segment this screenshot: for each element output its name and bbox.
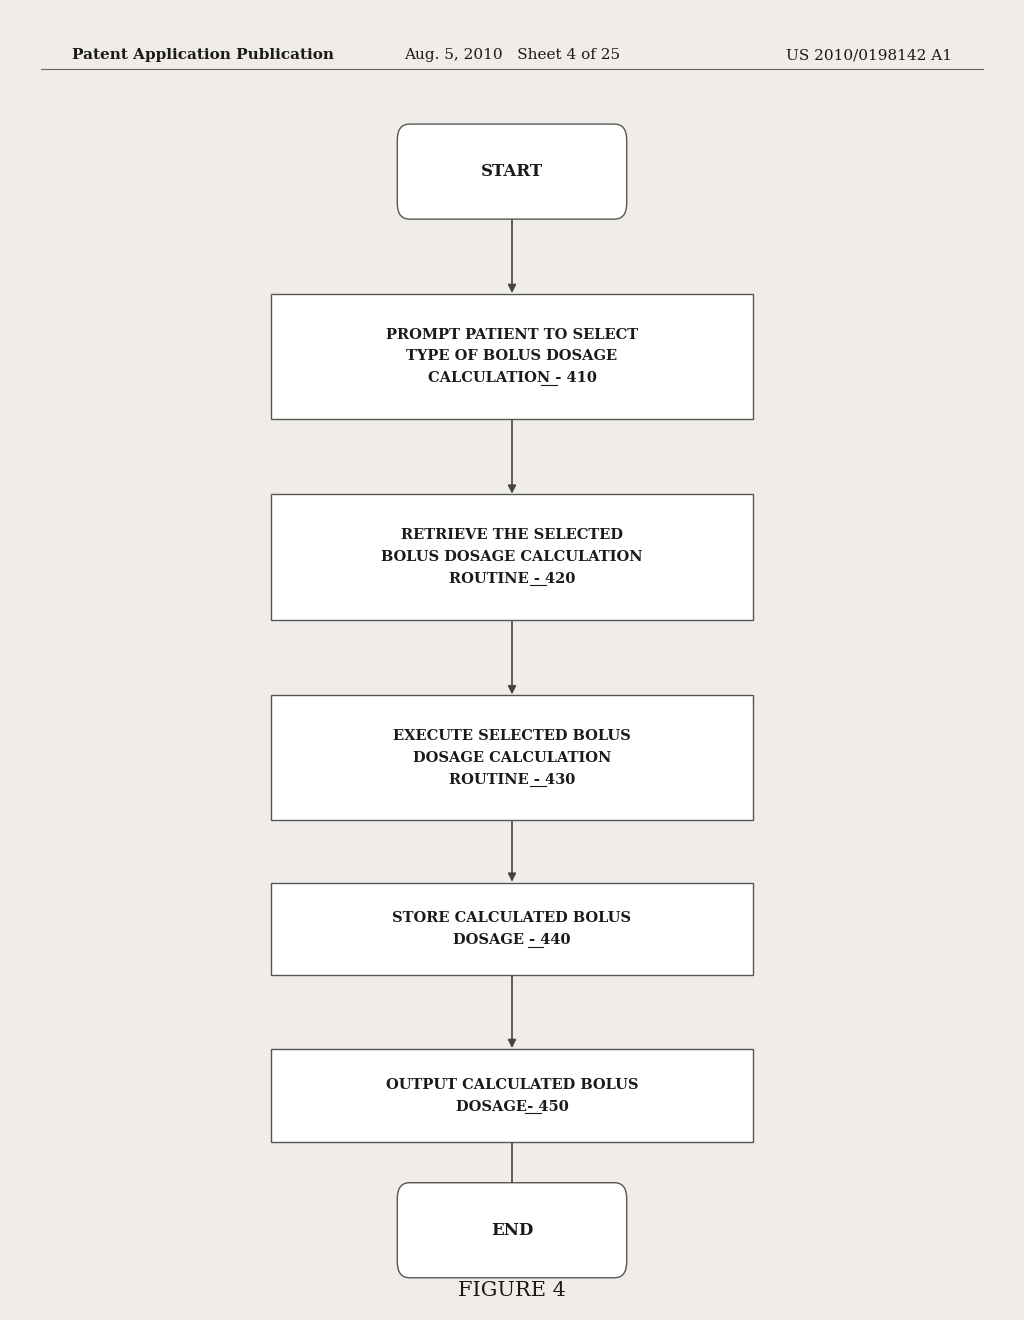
FancyBboxPatch shape xyxy=(397,1183,627,1278)
Text: END: END xyxy=(490,1222,534,1238)
Text: Aug. 5, 2010   Sheet 4 of 25: Aug. 5, 2010 Sheet 4 of 25 xyxy=(403,49,621,62)
Text: ROUTINE - 420: ROUTINE - 420 xyxy=(449,572,575,586)
Text: PROMPT PATIENT TO SELECT: PROMPT PATIENT TO SELECT xyxy=(386,327,638,342)
Text: US 2010/0198142 A1: US 2010/0198142 A1 xyxy=(786,49,952,62)
Text: FIGURE 4: FIGURE 4 xyxy=(458,1282,566,1300)
Text: DOSAGE - 440: DOSAGE - 440 xyxy=(454,933,570,948)
FancyBboxPatch shape xyxy=(271,294,753,420)
Text: BOLUS DOSAGE CALCULATION: BOLUS DOSAGE CALCULATION xyxy=(381,550,643,564)
Text: TYPE OF BOLUS DOSAGE: TYPE OF BOLUS DOSAGE xyxy=(407,350,617,363)
FancyBboxPatch shape xyxy=(271,495,753,620)
Text: EXECUTE SELECTED BOLUS: EXECUTE SELECTED BOLUS xyxy=(393,729,631,743)
Text: STORE CALCULATED BOLUS: STORE CALCULATED BOLUS xyxy=(392,911,632,925)
Text: OUTPUT CALCULATED BOLUS: OUTPUT CALCULATED BOLUS xyxy=(386,1077,638,1092)
Text: DOSAGE CALCULATION: DOSAGE CALCULATION xyxy=(413,751,611,764)
Text: DOSAGE- 450: DOSAGE- 450 xyxy=(456,1100,568,1114)
FancyBboxPatch shape xyxy=(271,1049,753,1142)
FancyBboxPatch shape xyxy=(271,694,753,820)
Text: CALCULATION - 410: CALCULATION - 410 xyxy=(428,371,596,385)
FancyBboxPatch shape xyxy=(397,124,627,219)
Text: START: START xyxy=(481,164,543,180)
FancyBboxPatch shape xyxy=(271,883,753,975)
Text: Patent Application Publication: Patent Application Publication xyxy=(72,49,334,62)
Text: RETRIEVE THE SELECTED: RETRIEVE THE SELECTED xyxy=(401,528,623,543)
Text: ROUTINE - 430: ROUTINE - 430 xyxy=(449,772,575,787)
